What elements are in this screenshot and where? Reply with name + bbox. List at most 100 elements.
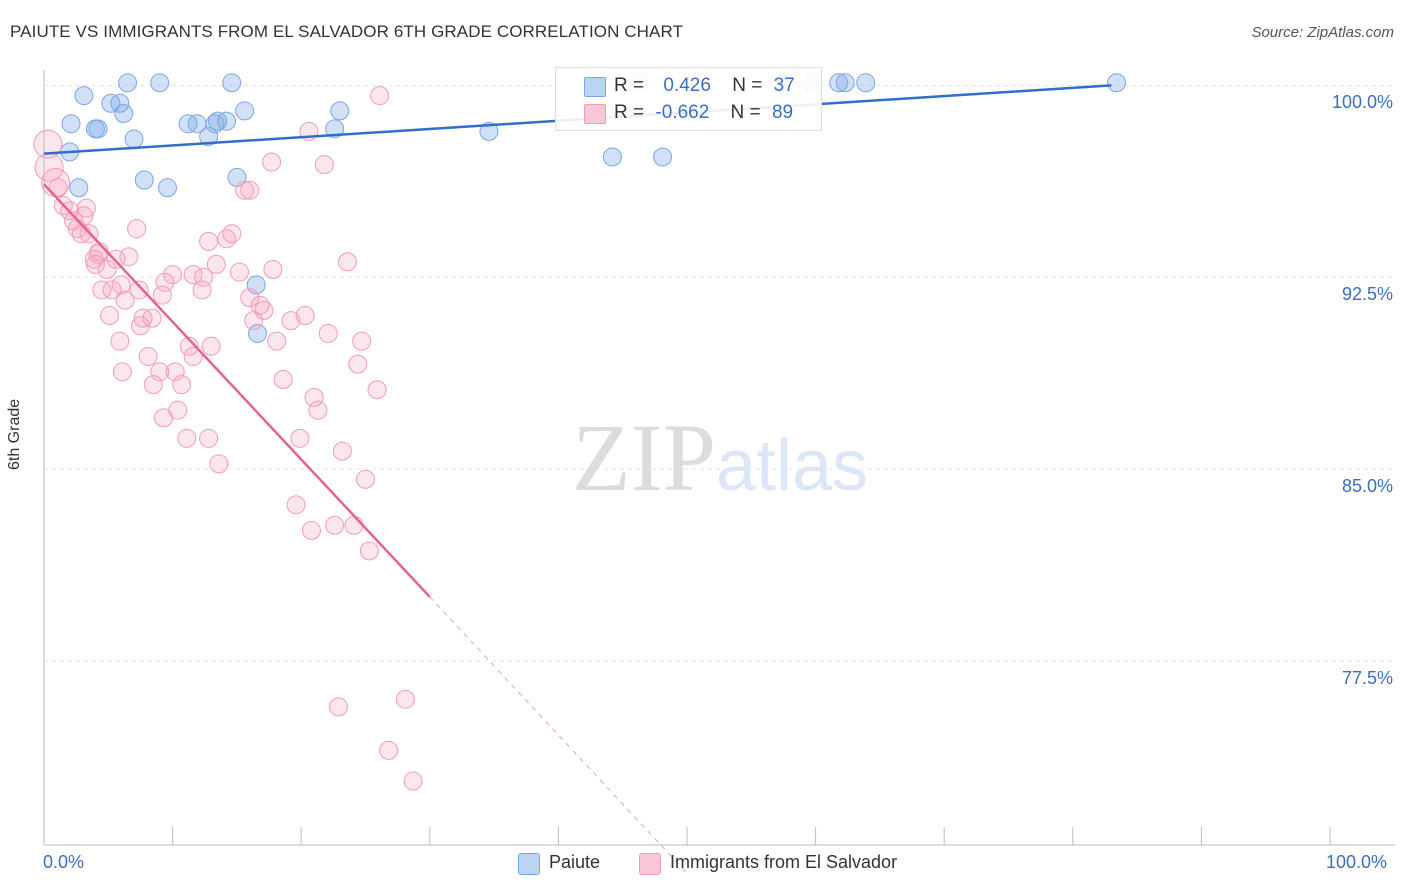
stats-legend: R = 0.426 N = 37 R = -0.662 N = 89 (555, 67, 822, 131)
r-value-el-salvador: -0.662 (655, 102, 710, 123)
el-salvador-point (379, 740, 399, 760)
el-salvador-point (163, 265, 183, 285)
n-label: N = (732, 75, 763, 96)
el-salvador-point (76, 198, 96, 218)
n-label: N = (730, 102, 761, 123)
el-salvador-point (155, 272, 175, 292)
el-salvador-point (222, 224, 242, 244)
el-salvador-point (127, 219, 147, 239)
paiute-point (157, 178, 177, 198)
el-salvador-point (154, 408, 174, 428)
axes (43, 70, 1395, 846)
el-salvador-point (286, 495, 306, 515)
el-salvador-point (344, 515, 364, 535)
x-tick-label-min: 0.0% (43, 852, 85, 872)
paiute-point (118, 73, 138, 93)
el-salvador-point (143, 375, 163, 395)
el-salvador-point (115, 290, 135, 310)
el-salvador-point (48, 178, 68, 198)
paiute-point (856, 73, 876, 93)
el-salvador-point (328, 697, 348, 717)
paiute-point (134, 170, 154, 190)
el-salvador-point (179, 336, 199, 356)
y-tick-label: 100.0% (1331, 92, 1393, 113)
x-tick-label-max: 100.0% (1326, 852, 1388, 872)
el-salvador-point (201, 336, 221, 356)
el-salvador-point (209, 454, 229, 474)
el-salvador-point (112, 362, 132, 382)
paiute-point (235, 101, 255, 121)
paiute-point (150, 73, 170, 93)
el-salvador-point (193, 267, 213, 287)
el-salvador-point (33, 129, 63, 159)
paiute-point (74, 86, 94, 106)
el-salvador-point (183, 346, 203, 366)
el-salvador-point (348, 354, 368, 374)
paiute-point (246, 275, 266, 295)
el-salvador-point (100, 306, 120, 326)
paiute-point (829, 73, 849, 93)
el-salvador-point (152, 285, 172, 305)
el-salvador-point (370, 86, 390, 106)
legend-row-el-salvador: R = -0.662 N = 89 (614, 102, 793, 126)
paiute-point (325, 119, 345, 139)
el-salvador-point (295, 306, 315, 326)
el-salvador-point (240, 288, 260, 308)
el-salvador-trend-line (43, 183, 431, 598)
el-salvador-point (262, 152, 282, 172)
r-label: R = (614, 75, 645, 96)
el-salvador-point (308, 400, 328, 420)
el-salvador-point (130, 316, 150, 336)
el-salvador-point (150, 362, 170, 382)
paiute-point (199, 127, 219, 147)
el-salvador-point (177, 428, 197, 448)
el-salvador-point (273, 369, 293, 389)
paiute-point (205, 114, 225, 134)
paiute-point (222, 73, 242, 93)
legend-swatch-el-salvador (584, 104, 606, 124)
el-salvador-point (337, 252, 357, 272)
el-salvador-point (403, 771, 423, 791)
el-salvador-point (332, 441, 352, 461)
el-salvador-point (395, 689, 415, 709)
el-salvador-point (142, 308, 162, 328)
paiute-point (247, 323, 267, 343)
el-salvador-point (229, 262, 249, 282)
el-salvador-point (359, 541, 379, 561)
el-salvador-point (250, 295, 270, 315)
el-salvador-point (110, 331, 130, 351)
bottom-legend-swatch-el-salvador (639, 853, 661, 875)
el-salvador-point (199, 231, 219, 251)
bottom-legend-paiute: Paiute (549, 852, 601, 872)
paiute-point (88, 119, 108, 139)
el-salvador-point (206, 254, 226, 274)
el-salvador-point (304, 387, 324, 407)
paiute-point (217, 111, 237, 131)
bottom-legend-swatch-paiute (518, 853, 540, 875)
el-salvador-point (267, 331, 287, 351)
el-salvador-point (102, 280, 122, 300)
y-tick-label: 85.0% (1341, 476, 1393, 496)
paiute-point (101, 93, 121, 113)
el-salvador-point (165, 362, 185, 382)
paiute-point (69, 178, 89, 198)
paiute-point (114, 103, 134, 123)
el-salvador-point (367, 380, 387, 400)
paiute-point (124, 129, 144, 149)
el-salvador-trend-extension (429, 596, 688, 874)
chart-title: PAIUTE VS IMMIGRANTS FROM EL SALVADOR 6T… (10, 22, 684, 41)
el-salvador-point (235, 180, 255, 200)
n-value-el-salvador: 89 (771, 102, 794, 123)
el-salvador-point (290, 428, 310, 448)
el-salvador-point (240, 180, 260, 200)
legend-row-paiute: R = 0.426 N = 37 (614, 75, 795, 99)
gridlines (44, 84, 1395, 662)
y-tick-label: 92.5% (1341, 284, 1393, 305)
el-salvador-point (301, 520, 321, 540)
el-salvador-point (129, 280, 149, 300)
r-label: R = (614, 102, 645, 123)
el-salvador-point (263, 260, 283, 280)
paiute-point (653, 147, 673, 167)
el-salvador-point (111, 275, 131, 295)
